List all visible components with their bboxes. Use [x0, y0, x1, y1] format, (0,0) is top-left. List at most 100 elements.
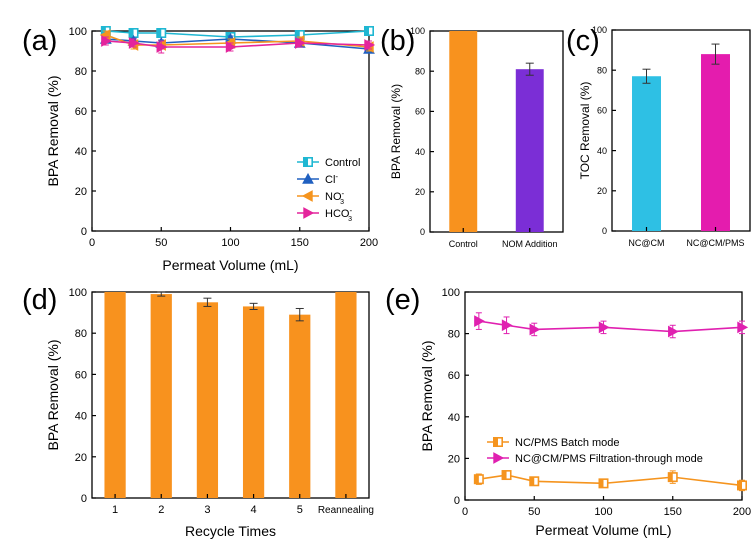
y-axis-label: BPA Removal (%): [45, 340, 61, 451]
legend-marker-fill: [493, 437, 498, 447]
panel-letter: (c): [566, 25, 600, 57]
bar: [515, 69, 544, 232]
y-tick-label: 60: [75, 106, 87, 118]
bar: [632, 76, 661, 231]
bar: [104, 292, 126, 498]
y-tick-label: 100: [69, 287, 87, 299]
y-tick-label: 100: [410, 26, 425, 36]
y-tick-label: 20: [448, 453, 460, 465]
data-point-fill: [502, 470, 507, 480]
y-axis-label: BPA Removal (%): [45, 76, 61, 187]
legend-label: Control: [325, 157, 360, 169]
legend-label-main: NO: [325, 191, 342, 203]
bar: [150, 294, 172, 498]
series-3: [101, 35, 376, 54]
y-tick-label: 20: [597, 186, 607, 196]
x-tick-label: 100: [221, 237, 239, 249]
x-tick-label: NOM Addition: [502, 239, 558, 249]
legend-label-sub: 3: [340, 199, 344, 206]
x-tick-label: NC@CM: [628, 238, 664, 248]
data-point-fill: [530, 477, 535, 486]
data-point-fill: [599, 479, 604, 488]
data-point-fill: [364, 26, 369, 36]
legend-label-sup: -: [342, 189, 345, 198]
data-point-fill: [295, 30, 300, 40]
y-tick-label: 20: [75, 186, 87, 198]
legend-label-sub: 3: [348, 216, 352, 223]
panel-letter: (b): [380, 25, 415, 57]
data-point: [501, 319, 513, 332]
panel-letter: (a): [22, 25, 57, 57]
panel-letter: (d): [22, 284, 57, 316]
series-line: [478, 320, 743, 333]
y-tick-label: 0: [420, 227, 425, 237]
y-tick-label: 60: [597, 106, 607, 116]
y-tick-label: 20: [415, 187, 425, 197]
bar: [701, 54, 730, 232]
x-tick-label: 150: [664, 506, 682, 518]
y-tick-label: 100: [592, 25, 607, 35]
legend-marker: [301, 190, 313, 202]
legend-marker-fill: [303, 157, 308, 167]
x-tick-label: 200: [733, 506, 751, 518]
y-axis-label: BPA Removal (%): [419, 341, 435, 452]
bar: [196, 302, 219, 498]
legend-label: Cl-: [325, 172, 338, 186]
x-tick-label: 1: [112, 504, 118, 516]
x-tick-label: NC@CM/PMS: [686, 238, 744, 248]
legend-label: NC/PMS Batch mode: [515, 437, 620, 449]
legend-label-main: HCO: [325, 208, 350, 220]
plot-frame: [611, 29, 751, 232]
y-tick-label: 0: [81, 226, 87, 238]
x-axis-label: Permeat Volume (mL): [535, 522, 671, 538]
series-line: [105, 30, 370, 38]
y-tick-label: 0: [454, 495, 460, 507]
data-point: [474, 315, 485, 328]
x-tick-label: 150: [291, 237, 309, 249]
legend-label: NC@CM/PMS Filtration-through mode: [515, 453, 703, 465]
y-tick-label: 0: [602, 226, 607, 236]
bar: [335, 292, 357, 498]
data-point-fill: [474, 475, 479, 484]
legend-label-main: Cl: [325, 174, 335, 186]
x-tick-label: 4: [251, 504, 257, 516]
series-0: [473, 470, 747, 492]
legend-label: HCO-3: [325, 206, 352, 223]
legend-label-main: Control: [325, 157, 360, 169]
plot-frame: [91, 291, 370, 499]
x-axis-label: Recycle Times: [185, 523, 276, 539]
data-point-fill: [129, 28, 134, 38]
x-tick-label: 200: [360, 237, 378, 249]
y-tick-label: 40: [597, 146, 607, 156]
plot-frame: [429, 30, 564, 233]
x-axis-label: Permeat Volume (mL): [162, 257, 298, 273]
data-point: [364, 39, 376, 51]
y-tick-label: 80: [75, 66, 87, 78]
data-point: [668, 325, 679, 338]
y-axis-label: TOC Removal (%): [578, 82, 592, 180]
y-tick-label: 100: [442, 287, 460, 299]
x-tick-label: 0: [462, 506, 468, 518]
x-tick-label: 50: [155, 237, 167, 249]
y-tick-label: 40: [415, 147, 425, 157]
panel-letter: (e): [385, 284, 420, 316]
legend-label-sup: -: [335, 172, 338, 181]
legend-label-sup: -: [349, 206, 352, 215]
y-tick-label: 40: [75, 146, 87, 158]
y-tick-label: 60: [448, 370, 460, 382]
legend-marker: [302, 172, 314, 184]
data-point: [128, 37, 140, 49]
data-point: [598, 321, 610, 334]
x-tick-label: Control: [449, 239, 478, 249]
data-point-fill: [737, 481, 742, 490]
x-tick-label: 50: [528, 506, 540, 518]
legend-marker: [303, 207, 315, 219]
y-tick-label: 60: [415, 107, 425, 117]
y-tick-label: 40: [75, 411, 87, 423]
x-tick-label: Reannealing: [318, 505, 374, 516]
y-tick-label: 20: [75, 452, 87, 464]
bar: [449, 31, 478, 232]
data-point: [225, 41, 237, 53]
y-tick-label: 80: [597, 65, 607, 75]
